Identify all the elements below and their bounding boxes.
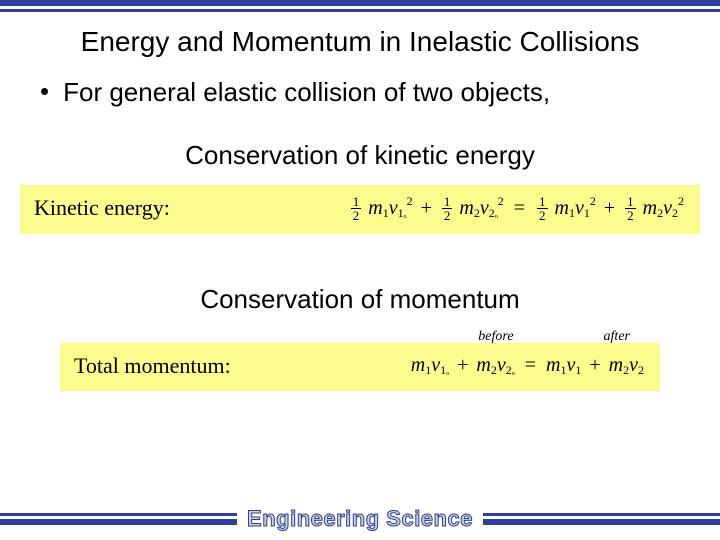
bullet-text: For general elastic collision of two obj… [63,76,550,110]
momentum-label: Total momentum: [74,353,231,379]
annot-after: after [604,329,630,345]
footer-brand: Engineering Science [237,506,483,532]
momentum-formula: m1v1o + m2v2o = m1v1 + m2v2 [231,354,646,377]
momentum-equation: Total momentum: m1v1o + m2v2o = m1v1 + m… [60,343,660,391]
subheading-kinetic: Conservation of kinetic energy [0,140,720,171]
slide-title: Energy and Momentum in Inelastic Collisi… [20,26,700,58]
ke-formula: 12 m1v1o2 + 12 m2v2o2 = 12 m1v12 + 12 m2… [170,195,686,222]
bullet-item: • For general elastic collision of two o… [40,76,680,110]
bullet-marker: • [40,76,49,107]
ke-label: Kinetic energy: [34,195,170,221]
annot-before: before [478,329,513,345]
footer: Engineering Science [0,506,720,532]
subheading-momentum: Conservation of momentum [0,284,720,315]
kinetic-energy-equation: Kinetic energy: 12 m1v1o2 + 12 m2v2o2 = … [20,185,700,234]
header-rule [0,0,720,12]
